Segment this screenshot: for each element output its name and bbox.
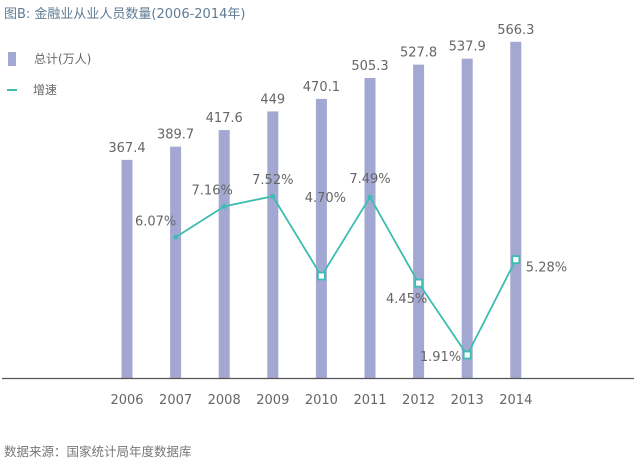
growth-value-label: 7.52% bbox=[252, 173, 293, 188]
bar-2012 bbox=[413, 64, 425, 378]
bar-value-label: 527.8 bbox=[400, 46, 437, 61]
bar-value-label: 449 bbox=[260, 92, 285, 107]
bar-value-label: 505.3 bbox=[351, 59, 388, 74]
x-tick-label: 2012 bbox=[402, 393, 435, 408]
growth-value-label: 1.91% bbox=[420, 350, 461, 365]
source-note: 数据来源：国家统计局年度数据库 bbox=[4, 444, 192, 459]
bar-value-label: 389.7 bbox=[157, 128, 194, 143]
bar-value-label: 470.1 bbox=[303, 80, 340, 95]
bar-value-label: 566.3 bbox=[497, 23, 534, 38]
x-tick-label: 2011 bbox=[353, 393, 386, 408]
x-tick-label: 2009 bbox=[256, 393, 289, 408]
growth-point-2009 bbox=[270, 193, 276, 199]
growth-point-2011 bbox=[367, 194, 373, 200]
growth-value-label: 4.45% bbox=[386, 292, 427, 307]
x-tick-label: 2013 bbox=[451, 393, 484, 408]
growth-point-2008 bbox=[221, 203, 227, 209]
x-tick-label: 2014 bbox=[499, 393, 532, 408]
legend-label-total: 总计(万人) bbox=[34, 52, 92, 66]
bar-2013 bbox=[461, 58, 473, 378]
bar-2008 bbox=[218, 130, 230, 378]
growth-point-2013 bbox=[462, 350, 472, 360]
growth-value-label: 6.07% bbox=[135, 214, 176, 229]
x-tick-label: 2010 bbox=[305, 393, 338, 408]
bar-2014 bbox=[510, 41, 522, 378]
growth-point-2010 bbox=[316, 271, 326, 281]
x-tick-label: 2008 bbox=[208, 393, 241, 408]
growth-line bbox=[175, 195, 517, 356]
growth-value-label: 5.28% bbox=[526, 261, 567, 276]
growth-point-2014 bbox=[511, 255, 521, 265]
legend-label-growth: 增速 bbox=[33, 83, 58, 97]
bar-2007 bbox=[170, 146, 182, 378]
x-tick-label: 2007 bbox=[159, 393, 192, 408]
bar-value-label: 537.9 bbox=[449, 40, 486, 55]
bar-2009 bbox=[267, 111, 279, 378]
legend-item-growth: 增速 bbox=[7, 81, 58, 98]
legend-line-swatch bbox=[7, 88, 17, 91]
growth-point-2007 bbox=[173, 234, 179, 240]
bar-value-label: 417.6 bbox=[206, 111, 243, 126]
growth-value-label: 4.70% bbox=[305, 191, 346, 206]
bar-2011 bbox=[364, 78, 376, 378]
growth-value-label: 7.49% bbox=[349, 172, 390, 187]
chart-title: 图B: 金融业从业人员数量(2006-2014年) bbox=[4, 7, 246, 22]
x-tick-label: 2006 bbox=[110, 393, 143, 408]
bar-2006 bbox=[121, 159, 133, 378]
growth-point-2012 bbox=[414, 278, 424, 288]
bar-2010 bbox=[315, 98, 327, 379]
bar-value-label: 367.4 bbox=[108, 141, 145, 156]
legend-item-total: 总计(万人) bbox=[8, 50, 91, 67]
legend-bar-swatch bbox=[8, 51, 16, 66]
growth-value-label: 7.16% bbox=[192, 183, 233, 198]
